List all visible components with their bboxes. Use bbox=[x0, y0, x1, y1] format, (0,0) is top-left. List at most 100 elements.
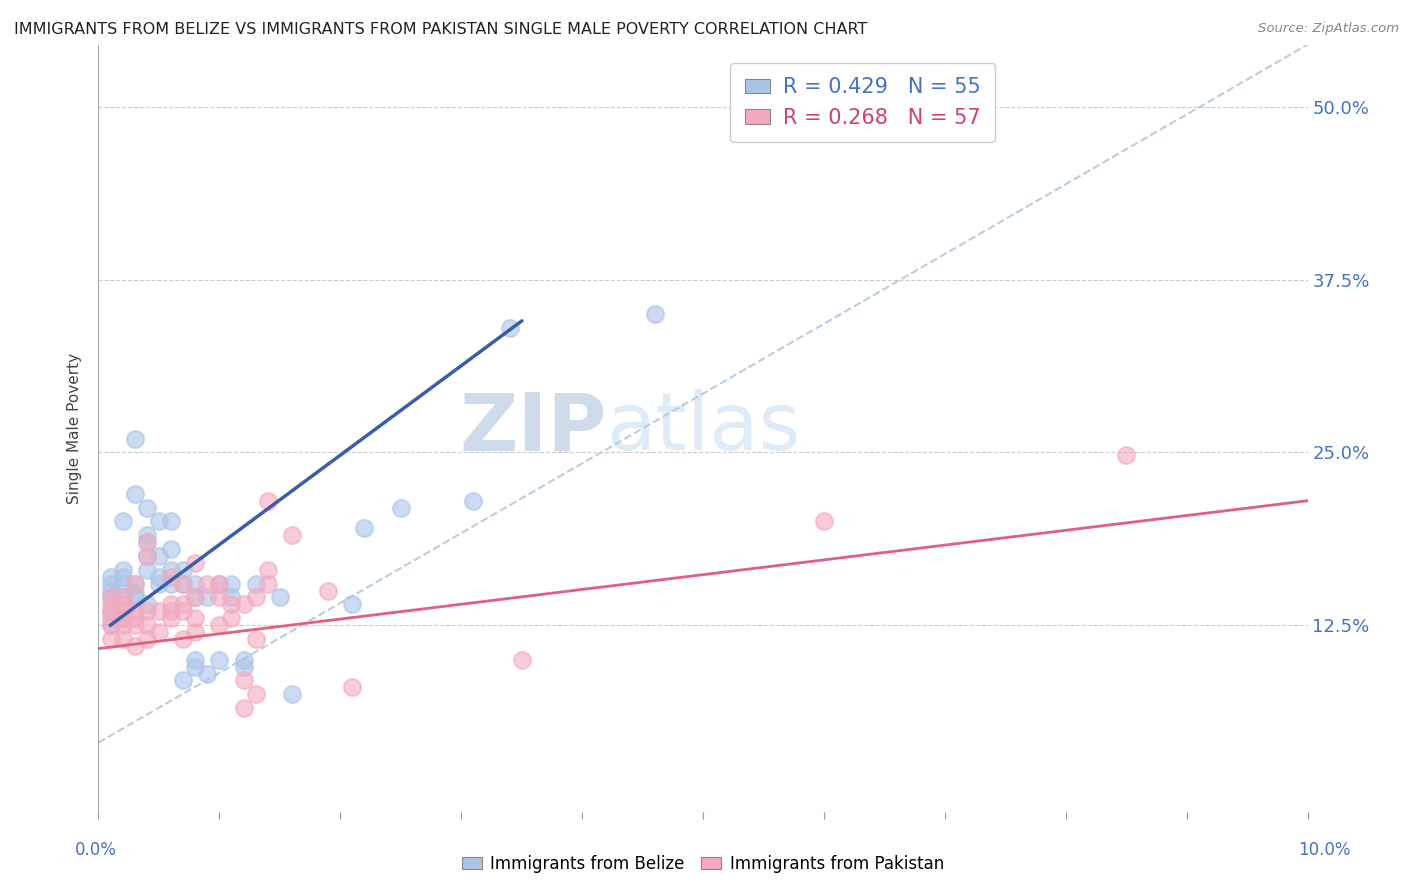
Point bbox=[124, 618, 146, 632]
Point bbox=[111, 576, 134, 591]
Point bbox=[208, 591, 231, 605]
Point bbox=[184, 556, 207, 570]
Point bbox=[111, 632, 134, 646]
Point bbox=[316, 583, 339, 598]
Point bbox=[195, 576, 218, 591]
Point bbox=[184, 591, 207, 605]
Point bbox=[463, 493, 485, 508]
Point bbox=[135, 535, 157, 549]
Point bbox=[498, 321, 520, 335]
Legend: R = 0.429   N = 55, R = 0.268   N = 57: R = 0.429 N = 55, R = 0.268 N = 57 bbox=[731, 62, 995, 142]
Point bbox=[160, 542, 183, 557]
Point bbox=[160, 611, 183, 625]
Point bbox=[135, 598, 157, 612]
Point bbox=[184, 611, 207, 625]
Point bbox=[100, 576, 122, 591]
Point bbox=[135, 549, 157, 563]
Point bbox=[208, 618, 231, 632]
Text: atlas: atlas bbox=[606, 389, 800, 467]
Point bbox=[172, 673, 194, 688]
Point bbox=[195, 666, 218, 681]
Text: 10.0%: 10.0% bbox=[1298, 840, 1351, 858]
Text: ZIP: ZIP bbox=[458, 389, 606, 467]
Point bbox=[353, 521, 375, 535]
Point bbox=[172, 604, 194, 618]
Point bbox=[232, 653, 254, 667]
Point bbox=[111, 611, 134, 625]
Point bbox=[208, 653, 231, 667]
Point bbox=[510, 653, 533, 667]
Point bbox=[184, 591, 207, 605]
Point bbox=[148, 576, 170, 591]
Point bbox=[124, 604, 146, 618]
Point bbox=[221, 576, 243, 591]
Point bbox=[124, 576, 146, 591]
Point bbox=[124, 432, 146, 446]
Point bbox=[221, 611, 243, 625]
Point bbox=[135, 632, 157, 646]
Point bbox=[256, 576, 278, 591]
Point bbox=[135, 535, 157, 549]
Point bbox=[389, 500, 412, 515]
Point bbox=[111, 570, 134, 584]
Point bbox=[232, 673, 254, 688]
Point bbox=[100, 632, 122, 646]
Point bbox=[135, 618, 157, 632]
Point bbox=[124, 586, 146, 600]
Point bbox=[269, 591, 291, 605]
Point bbox=[111, 604, 134, 618]
Point bbox=[184, 653, 207, 667]
Point bbox=[124, 591, 146, 605]
Point bbox=[148, 515, 170, 529]
Point bbox=[100, 618, 122, 632]
Point bbox=[245, 591, 267, 605]
Point bbox=[221, 598, 243, 612]
Point bbox=[256, 493, 278, 508]
Point bbox=[256, 563, 278, 577]
Point bbox=[100, 570, 122, 584]
Point bbox=[111, 598, 134, 612]
Point bbox=[172, 632, 194, 646]
Point bbox=[160, 576, 183, 591]
Point bbox=[148, 549, 170, 563]
Point bbox=[135, 500, 157, 515]
Point bbox=[111, 618, 134, 632]
Point bbox=[281, 687, 304, 701]
Point bbox=[245, 632, 267, 646]
Point bbox=[111, 591, 134, 605]
Legend: Immigrants from Belize, Immigrants from Pakistan: Immigrants from Belize, Immigrants from … bbox=[456, 848, 950, 880]
Point bbox=[184, 576, 207, 591]
Point bbox=[184, 659, 207, 673]
Point bbox=[100, 598, 122, 612]
Point bbox=[148, 604, 170, 618]
Point bbox=[172, 598, 194, 612]
Point bbox=[148, 625, 170, 640]
Point bbox=[232, 701, 254, 715]
Point bbox=[232, 659, 254, 673]
Point bbox=[135, 549, 157, 563]
Point bbox=[813, 515, 835, 529]
Point bbox=[184, 625, 207, 640]
Point bbox=[644, 307, 666, 321]
Point bbox=[124, 639, 146, 653]
Point bbox=[160, 598, 183, 612]
Point bbox=[281, 528, 304, 542]
Point bbox=[172, 576, 194, 591]
Point bbox=[195, 591, 218, 605]
Point bbox=[111, 563, 134, 577]
Point bbox=[160, 570, 183, 584]
Y-axis label: Single Male Poverty: Single Male Poverty bbox=[67, 352, 83, 504]
Point bbox=[172, 563, 194, 577]
Point bbox=[100, 604, 122, 618]
Text: IMMIGRANTS FROM BELIZE VS IMMIGRANTS FROM PAKISTAN SINGLE MALE POVERTY CORRELATI: IMMIGRANTS FROM BELIZE VS IMMIGRANTS FRO… bbox=[14, 22, 868, 37]
Point bbox=[245, 687, 267, 701]
Point bbox=[100, 604, 122, 618]
Point bbox=[208, 576, 231, 591]
Text: 0.0%: 0.0% bbox=[75, 840, 117, 858]
Point bbox=[232, 598, 254, 612]
Point bbox=[172, 576, 194, 591]
Point bbox=[135, 528, 157, 542]
Point bbox=[124, 611, 146, 625]
Point bbox=[124, 487, 146, 501]
Point bbox=[111, 611, 134, 625]
